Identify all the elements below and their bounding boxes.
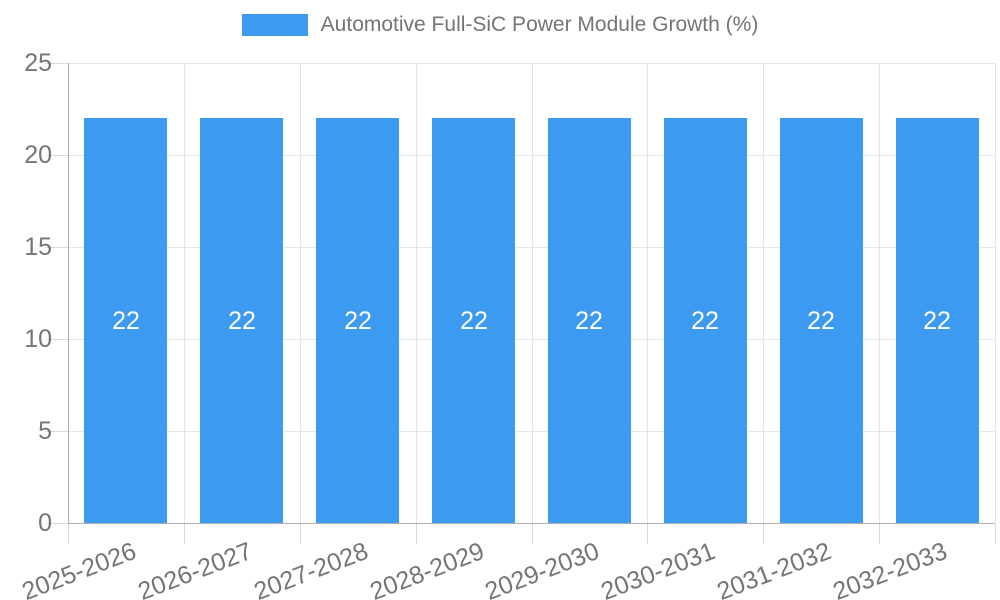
x-axis-tick	[68, 524, 69, 544]
x-axis-label: 2028-2029	[366, 536, 489, 600]
x-axis-baseline	[68, 523, 995, 524]
y-axis-label: 5	[38, 417, 52, 445]
x-axis-label: 2025-2026	[18, 536, 141, 600]
chart-legend: Automotive Full-SiC Power Module Growth …	[0, 13, 1000, 37]
y-axis-tick	[46, 523, 68, 524]
x-axis-label: 2031-2032	[713, 536, 836, 600]
gridline-vertical	[763, 63, 764, 523]
bar-value-label: 22	[344, 307, 372, 335]
bar-value-label: 22	[228, 307, 256, 335]
bar-value-label: 22	[923, 307, 951, 335]
x-axis-tick	[300, 524, 301, 544]
gridline-horizontal	[68, 63, 995, 64]
y-axis-tick	[46, 247, 68, 248]
bar-2028-2029[interactable]	[432, 118, 515, 523]
gridline-vertical	[532, 63, 533, 523]
y-axis-label: 25	[24, 49, 52, 77]
y-axis-label: 10	[24, 325, 52, 353]
gridline-vertical	[184, 63, 185, 523]
gridline-horizontal	[68, 339, 995, 340]
gridline-vertical	[995, 63, 996, 523]
x-axis-label: 2032-2033	[829, 536, 952, 600]
gridline-vertical	[647, 63, 648, 523]
bar-2029-2030[interactable]	[548, 118, 631, 523]
bar-2030-2031[interactable]	[664, 118, 747, 523]
bar-2031-2032[interactable]	[780, 118, 863, 523]
gridline-horizontal	[68, 431, 995, 432]
bar-2027-2028[interactable]	[316, 118, 399, 523]
x-axis-label: 2030-2031	[597, 536, 720, 600]
gridline-vertical	[879, 63, 880, 523]
bar-value-label: 22	[460, 307, 488, 335]
y-axis-line	[68, 63, 69, 523]
x-axis-label: 2026-2027	[134, 536, 257, 600]
y-axis-tick	[46, 339, 68, 340]
y-axis-tick	[46, 63, 68, 64]
bar-value-label: 22	[575, 307, 603, 335]
gridline-horizontal	[68, 155, 995, 156]
x-axis-label: 2027-2028	[250, 536, 373, 600]
y-axis-tick	[46, 155, 68, 156]
bar-2032-2033[interactable]	[896, 118, 979, 523]
x-axis-label: 2029-2030	[481, 536, 604, 600]
gridline-vertical	[300, 63, 301, 523]
bar-2025-2026[interactable]	[84, 118, 167, 523]
x-axis-tick	[995, 524, 996, 544]
bar-value-label: 22	[691, 307, 719, 335]
x-axis-tick	[647, 524, 648, 544]
legend-label: Automotive Full-SiC Power Module Growth …	[320, 13, 759, 36]
x-axis-tick	[416, 524, 417, 544]
x-axis-tick	[879, 524, 880, 544]
gridline-horizontal	[68, 247, 995, 248]
legend-swatch	[241, 14, 308, 36]
gridline-vertical	[416, 63, 417, 523]
bar-value-label: 22	[807, 307, 835, 335]
y-axis-tick	[46, 431, 68, 432]
x-axis-tick	[763, 524, 764, 544]
x-axis-tick	[532, 524, 533, 544]
x-axis-tick	[184, 524, 185, 544]
bar-2026-2027[interactable]	[200, 118, 283, 523]
bar-value-label: 22	[112, 307, 140, 335]
y-axis-label: 0	[38, 509, 52, 537]
y-axis-label: 15	[24, 233, 52, 261]
y-axis-label: 20	[24, 141, 52, 169]
